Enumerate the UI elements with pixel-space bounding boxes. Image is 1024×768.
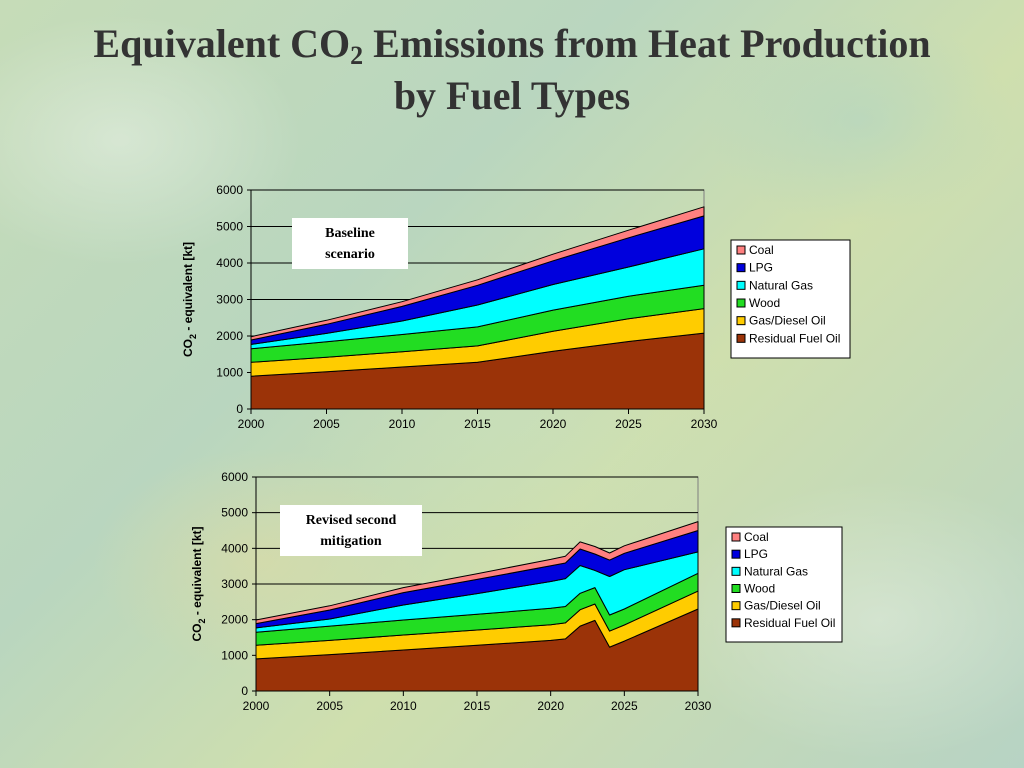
legend-swatch bbox=[731, 549, 741, 559]
mitigation-chart: 0 1000 2000 3000 4000 5000 6000 2000 2005 2010 201… bbox=[190, 470, 843, 713]
y-tick-label: 5000 bbox=[216, 220, 243, 234]
baseline-chart: 0 1000 2000 3000 4000 5000 6000 2000 2005 2010 201… bbox=[181, 183, 851, 431]
y-tick-label: 4000 bbox=[216, 256, 243, 270]
y-axis-label-main: CO bbox=[190, 624, 204, 642]
y-axis-label-main: CO bbox=[181, 339, 195, 357]
y-tick-label: 0 bbox=[241, 684, 248, 698]
legend-swatch bbox=[731, 566, 741, 576]
y-tick-label: 5000 bbox=[221, 506, 248, 520]
annotation-box bbox=[280, 505, 422, 556]
legend-label: Natural Gas bbox=[744, 564, 808, 578]
y-axis-label: CO2 - equivalent [kt] bbox=[190, 526, 207, 641]
annotation-text: mitigation bbox=[320, 534, 382, 549]
legend-label: Wood bbox=[749, 296, 780, 310]
annotation-text: scenario bbox=[325, 247, 375, 262]
x-tick-label: 2020 bbox=[537, 699, 564, 713]
annotation-box bbox=[292, 218, 408, 269]
legend-swatch bbox=[731, 532, 741, 542]
legend-swatch bbox=[731, 584, 741, 593]
x-tick-label: 2000 bbox=[243, 699, 270, 713]
x-tick-label: 2010 bbox=[390, 699, 417, 713]
y-tick-label: 2000 bbox=[216, 329, 243, 343]
legend-label: Residual Fuel Oil bbox=[744, 616, 835, 630]
legend-label: LPG bbox=[749, 261, 773, 275]
x-tick-label: 2020 bbox=[540, 417, 567, 431]
x-tick-label: 2015 bbox=[464, 417, 491, 431]
title-text-rest: Emissions from Heat Production bbox=[363, 21, 931, 66]
annotation-text: Revised second bbox=[306, 513, 397, 528]
legend-swatch bbox=[736, 333, 746, 343]
legend-swatch bbox=[731, 618, 741, 628]
page-title: Equivalent CO2 Emissions from Heat Produ… bbox=[0, 18, 1024, 122]
y-axis-label-rest: - equivalent [kt] bbox=[181, 242, 195, 334]
y-axis-label-rest: - equivalent [kt] bbox=[190, 526, 204, 618]
legend-box bbox=[725, 526, 843, 643]
annotation-text: Baseline bbox=[325, 226, 375, 241]
x-tick-label: 2005 bbox=[316, 699, 343, 713]
x-tick-label: 2005 bbox=[313, 417, 340, 431]
legend-label: Gas/Diesel Oil bbox=[749, 314, 826, 328]
legend-label: Natural Gas bbox=[749, 278, 813, 292]
x-tick-label: 2025 bbox=[611, 699, 638, 713]
legend-box bbox=[730, 239, 851, 359]
area-series-coal bbox=[250, 206, 705, 341]
y-tick-label: 3000 bbox=[216, 293, 243, 307]
legend-label: Wood bbox=[744, 582, 775, 596]
legend-label: Coal bbox=[744, 530, 769, 544]
y-tick-label: 6000 bbox=[216, 183, 243, 197]
y-axis-label: CO2 - equivalent [kt] bbox=[181, 242, 198, 357]
legend-label: Gas/Diesel Oil bbox=[744, 599, 821, 613]
x-tick-label: 2015 bbox=[464, 699, 491, 713]
x-tick-label: 2025 bbox=[615, 417, 642, 431]
x-tick-label: 2030 bbox=[685, 699, 712, 713]
y-tick-label: 2000 bbox=[221, 613, 248, 627]
legend-swatch bbox=[731, 601, 741, 611]
legend-label: Coal bbox=[749, 243, 774, 257]
title-subscript: 2 bbox=[350, 41, 364, 70]
x-tick-label: 2030 bbox=[691, 417, 718, 431]
x-tick-label: 2010 bbox=[389, 417, 416, 431]
legend-swatch bbox=[736, 245, 746, 255]
y-axis-label-subscript: 2 bbox=[188, 334, 198, 339]
y-tick-label: 0 bbox=[236, 402, 243, 416]
title-line-2: by Fuel Types bbox=[393, 73, 631, 118]
y-axis-label-subscript: 2 bbox=[197, 619, 207, 624]
legend-swatch bbox=[736, 316, 746, 326]
x-tick-label: 2000 bbox=[238, 417, 265, 431]
legend-label: LPG bbox=[744, 547, 768, 561]
legend-label: Residual Fuel Oil bbox=[749, 331, 840, 345]
area-series-coal bbox=[255, 521, 699, 625]
y-tick-label: 3000 bbox=[221, 577, 248, 591]
title-text: Equivalent CO bbox=[93, 21, 351, 66]
legend-swatch bbox=[736, 298, 746, 308]
y-tick-label: 1000 bbox=[216, 366, 243, 380]
legend-swatch bbox=[736, 263, 746, 273]
y-tick-label: 1000 bbox=[221, 648, 248, 662]
y-tick-label: 4000 bbox=[221, 541, 248, 555]
y-tick-label: 6000 bbox=[221, 470, 248, 484]
legend-swatch bbox=[736, 280, 746, 290]
